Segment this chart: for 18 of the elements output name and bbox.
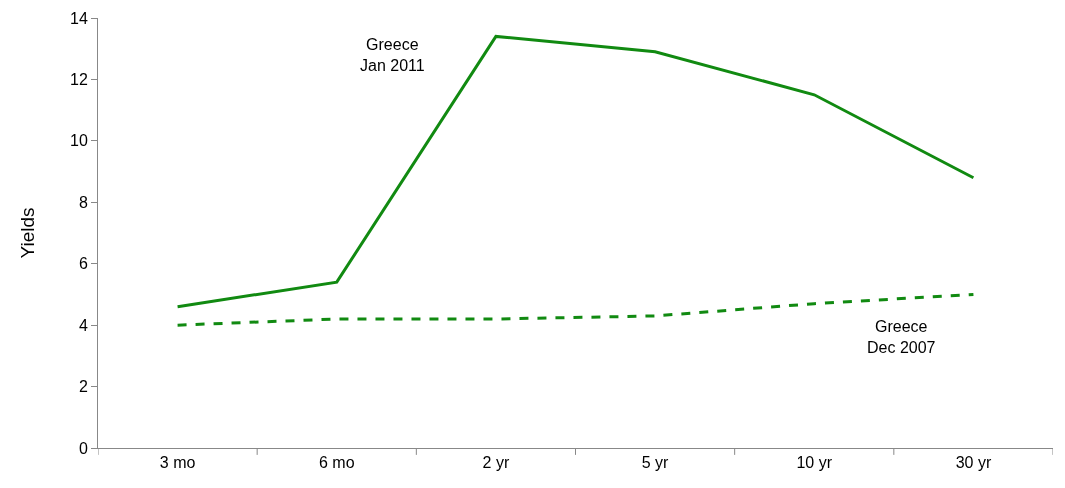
y-tick-label: 2 xyxy=(78,378,88,396)
y-tick-label: 14 xyxy=(70,9,88,27)
x-tick-label: 2 yr xyxy=(482,454,510,472)
x-tick-label: 10 yr xyxy=(796,454,833,472)
x-tick-label: 3 mo xyxy=(159,454,196,472)
series-label: Greece Dec 2007 xyxy=(867,318,936,356)
x-tick-label: 5 yr xyxy=(641,454,670,472)
text: Greece Jan 2011 xyxy=(360,36,425,74)
x-tick-label: 30 yr xyxy=(955,454,992,472)
y-tick-label: 10 xyxy=(70,132,88,150)
x-tick-label: 6 mo xyxy=(318,454,355,472)
y-tick-label: 0 xyxy=(78,439,88,457)
line-series xyxy=(176,34,975,309)
y-tick-label: 8 xyxy=(78,193,88,211)
y-tick-label: 12 xyxy=(70,71,88,89)
y-tick-label: 4 xyxy=(78,316,88,334)
y-axis-title: Yields xyxy=(16,207,38,259)
y-tick-label: 6 xyxy=(78,255,88,273)
